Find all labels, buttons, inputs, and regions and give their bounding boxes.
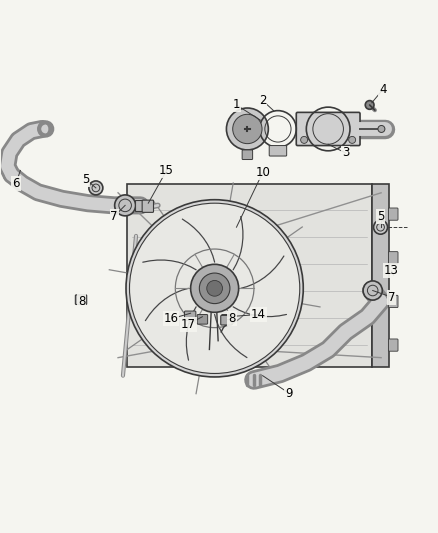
Circle shape (233, 114, 262, 143)
Polygon shape (143, 260, 196, 270)
Text: 8: 8 (78, 295, 85, 308)
Text: 5: 5 (82, 173, 89, 185)
FancyBboxPatch shape (389, 339, 398, 351)
Text: 13: 13 (384, 264, 399, 277)
FancyBboxPatch shape (389, 252, 398, 264)
Polygon shape (215, 314, 247, 358)
Text: 4: 4 (379, 83, 386, 96)
Polygon shape (233, 216, 243, 270)
Text: 2: 2 (259, 94, 266, 107)
Polygon shape (187, 307, 196, 360)
Circle shape (191, 264, 239, 312)
FancyBboxPatch shape (389, 208, 398, 220)
FancyBboxPatch shape (197, 314, 208, 324)
FancyBboxPatch shape (221, 316, 232, 325)
FancyBboxPatch shape (184, 311, 196, 321)
Circle shape (115, 195, 136, 216)
FancyBboxPatch shape (372, 183, 389, 367)
Polygon shape (145, 288, 188, 321)
Circle shape (363, 281, 382, 300)
Circle shape (378, 125, 385, 133)
Text: 6: 6 (12, 177, 20, 190)
Bar (135, 200, 144, 211)
FancyBboxPatch shape (127, 183, 372, 367)
Text: 7: 7 (110, 210, 118, 223)
Circle shape (126, 200, 303, 377)
Circle shape (89, 181, 103, 195)
Text: 9: 9 (285, 386, 293, 400)
Circle shape (130, 203, 300, 374)
FancyBboxPatch shape (269, 146, 287, 156)
Text: 3: 3 (342, 147, 349, 159)
Polygon shape (182, 219, 215, 262)
Text: 17: 17 (181, 318, 196, 330)
Text: 15: 15 (159, 164, 174, 177)
Circle shape (365, 101, 374, 109)
Text: 14: 14 (251, 308, 266, 321)
FancyBboxPatch shape (75, 295, 87, 304)
Text: 5: 5 (377, 210, 384, 223)
FancyBboxPatch shape (142, 200, 153, 212)
Text: 16: 16 (163, 312, 178, 325)
Text: 1: 1 (233, 99, 240, 111)
Circle shape (374, 220, 388, 234)
Text: 8: 8 (228, 312, 236, 325)
Text: 10: 10 (255, 166, 270, 179)
FancyBboxPatch shape (222, 314, 233, 324)
Circle shape (199, 273, 230, 304)
Circle shape (226, 108, 268, 150)
Circle shape (349, 136, 356, 143)
Text: 7: 7 (388, 290, 395, 304)
Circle shape (300, 136, 307, 143)
Polygon shape (233, 307, 286, 317)
FancyBboxPatch shape (296, 112, 360, 146)
Circle shape (207, 280, 223, 296)
Polygon shape (241, 256, 284, 288)
FancyBboxPatch shape (242, 150, 253, 159)
FancyBboxPatch shape (389, 295, 398, 308)
